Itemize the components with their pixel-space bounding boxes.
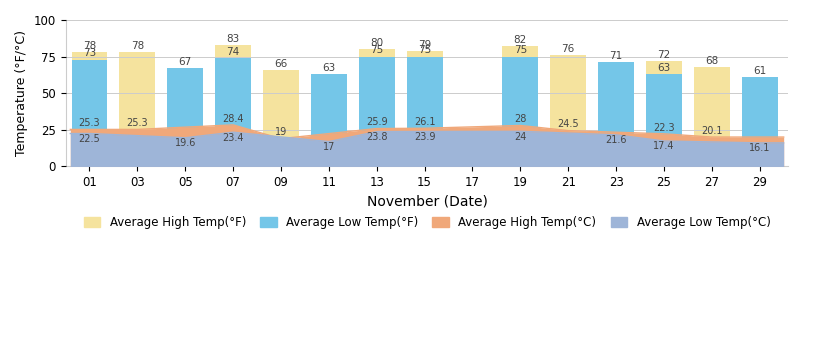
Bar	[215, 45, 251, 167]
Text: 72: 72	[657, 50, 671, 60]
Text: 25.3: 25.3	[79, 118, 100, 128]
Bar	[646, 61, 682, 167]
Text: 28: 28	[514, 114, 526, 124]
Text: 19: 19	[275, 127, 287, 138]
Text: 19.6: 19.6	[174, 138, 196, 148]
Text: 79: 79	[418, 39, 432, 50]
Bar	[407, 51, 442, 167]
Bar	[502, 46, 539, 167]
Bar	[550, 55, 586, 167]
Bar	[598, 63, 634, 167]
Text: 23.8: 23.8	[366, 132, 388, 142]
Y-axis label: Temperature (°F/°C): Temperature (°F/°C)	[15, 30, 28, 156]
Text: 21.6: 21.6	[605, 135, 627, 145]
Text: 16.1: 16.1	[749, 143, 770, 153]
Text: 71: 71	[609, 51, 622, 61]
Text: 75: 75	[370, 46, 383, 55]
Bar	[215, 58, 251, 167]
Bar	[694, 67, 730, 167]
Bar	[120, 52, 155, 167]
Bar	[71, 59, 107, 167]
Text: 73: 73	[83, 49, 96, 58]
Bar	[407, 56, 442, 167]
Text: 23.4: 23.4	[222, 132, 244, 143]
Text: 63: 63	[657, 63, 671, 73]
Bar	[263, 70, 299, 167]
Text: 74: 74	[227, 47, 240, 57]
Text: 23.9: 23.9	[414, 132, 436, 142]
Text: 17.4: 17.4	[653, 142, 675, 151]
Bar	[168, 68, 203, 167]
Text: 63: 63	[322, 63, 335, 73]
Text: 24.5: 24.5	[558, 119, 579, 130]
Text: 78: 78	[83, 41, 96, 51]
Bar	[311, 74, 347, 167]
Text: 68: 68	[706, 56, 719, 66]
Text: 82: 82	[514, 35, 527, 45]
Text: 67: 67	[178, 57, 192, 67]
Text: 80: 80	[370, 38, 383, 48]
Bar	[646, 74, 682, 167]
X-axis label: November (Date): November (Date)	[367, 195, 487, 209]
Text: 76: 76	[562, 44, 575, 54]
Bar	[71, 52, 107, 167]
Text: 24: 24	[514, 132, 526, 142]
Text: 83: 83	[227, 34, 240, 44]
Text: 61: 61	[753, 66, 766, 76]
Text: 17: 17	[323, 142, 335, 152]
Bar	[502, 56, 539, 167]
Text: 75: 75	[418, 46, 432, 55]
Text: 20.1: 20.1	[701, 126, 723, 136]
Bar	[359, 49, 395, 167]
Bar	[359, 56, 395, 167]
Text: 75: 75	[514, 46, 527, 55]
Text: 25.3: 25.3	[126, 118, 148, 128]
Bar	[742, 77, 778, 167]
Text: 66: 66	[275, 59, 288, 69]
Legend: Average High Temp(°F), Average Low Temp(°F), Average High Temp(°C), Average Low : Average High Temp(°F), Average Low Temp(…	[79, 211, 775, 234]
Text: 25.9: 25.9	[366, 117, 388, 127]
Text: 22.5: 22.5	[79, 134, 100, 144]
Text: 26.1: 26.1	[414, 117, 436, 127]
Text: 78: 78	[130, 41, 144, 51]
Text: 22.3: 22.3	[653, 123, 675, 132]
Text: 28.4: 28.4	[222, 114, 244, 124]
